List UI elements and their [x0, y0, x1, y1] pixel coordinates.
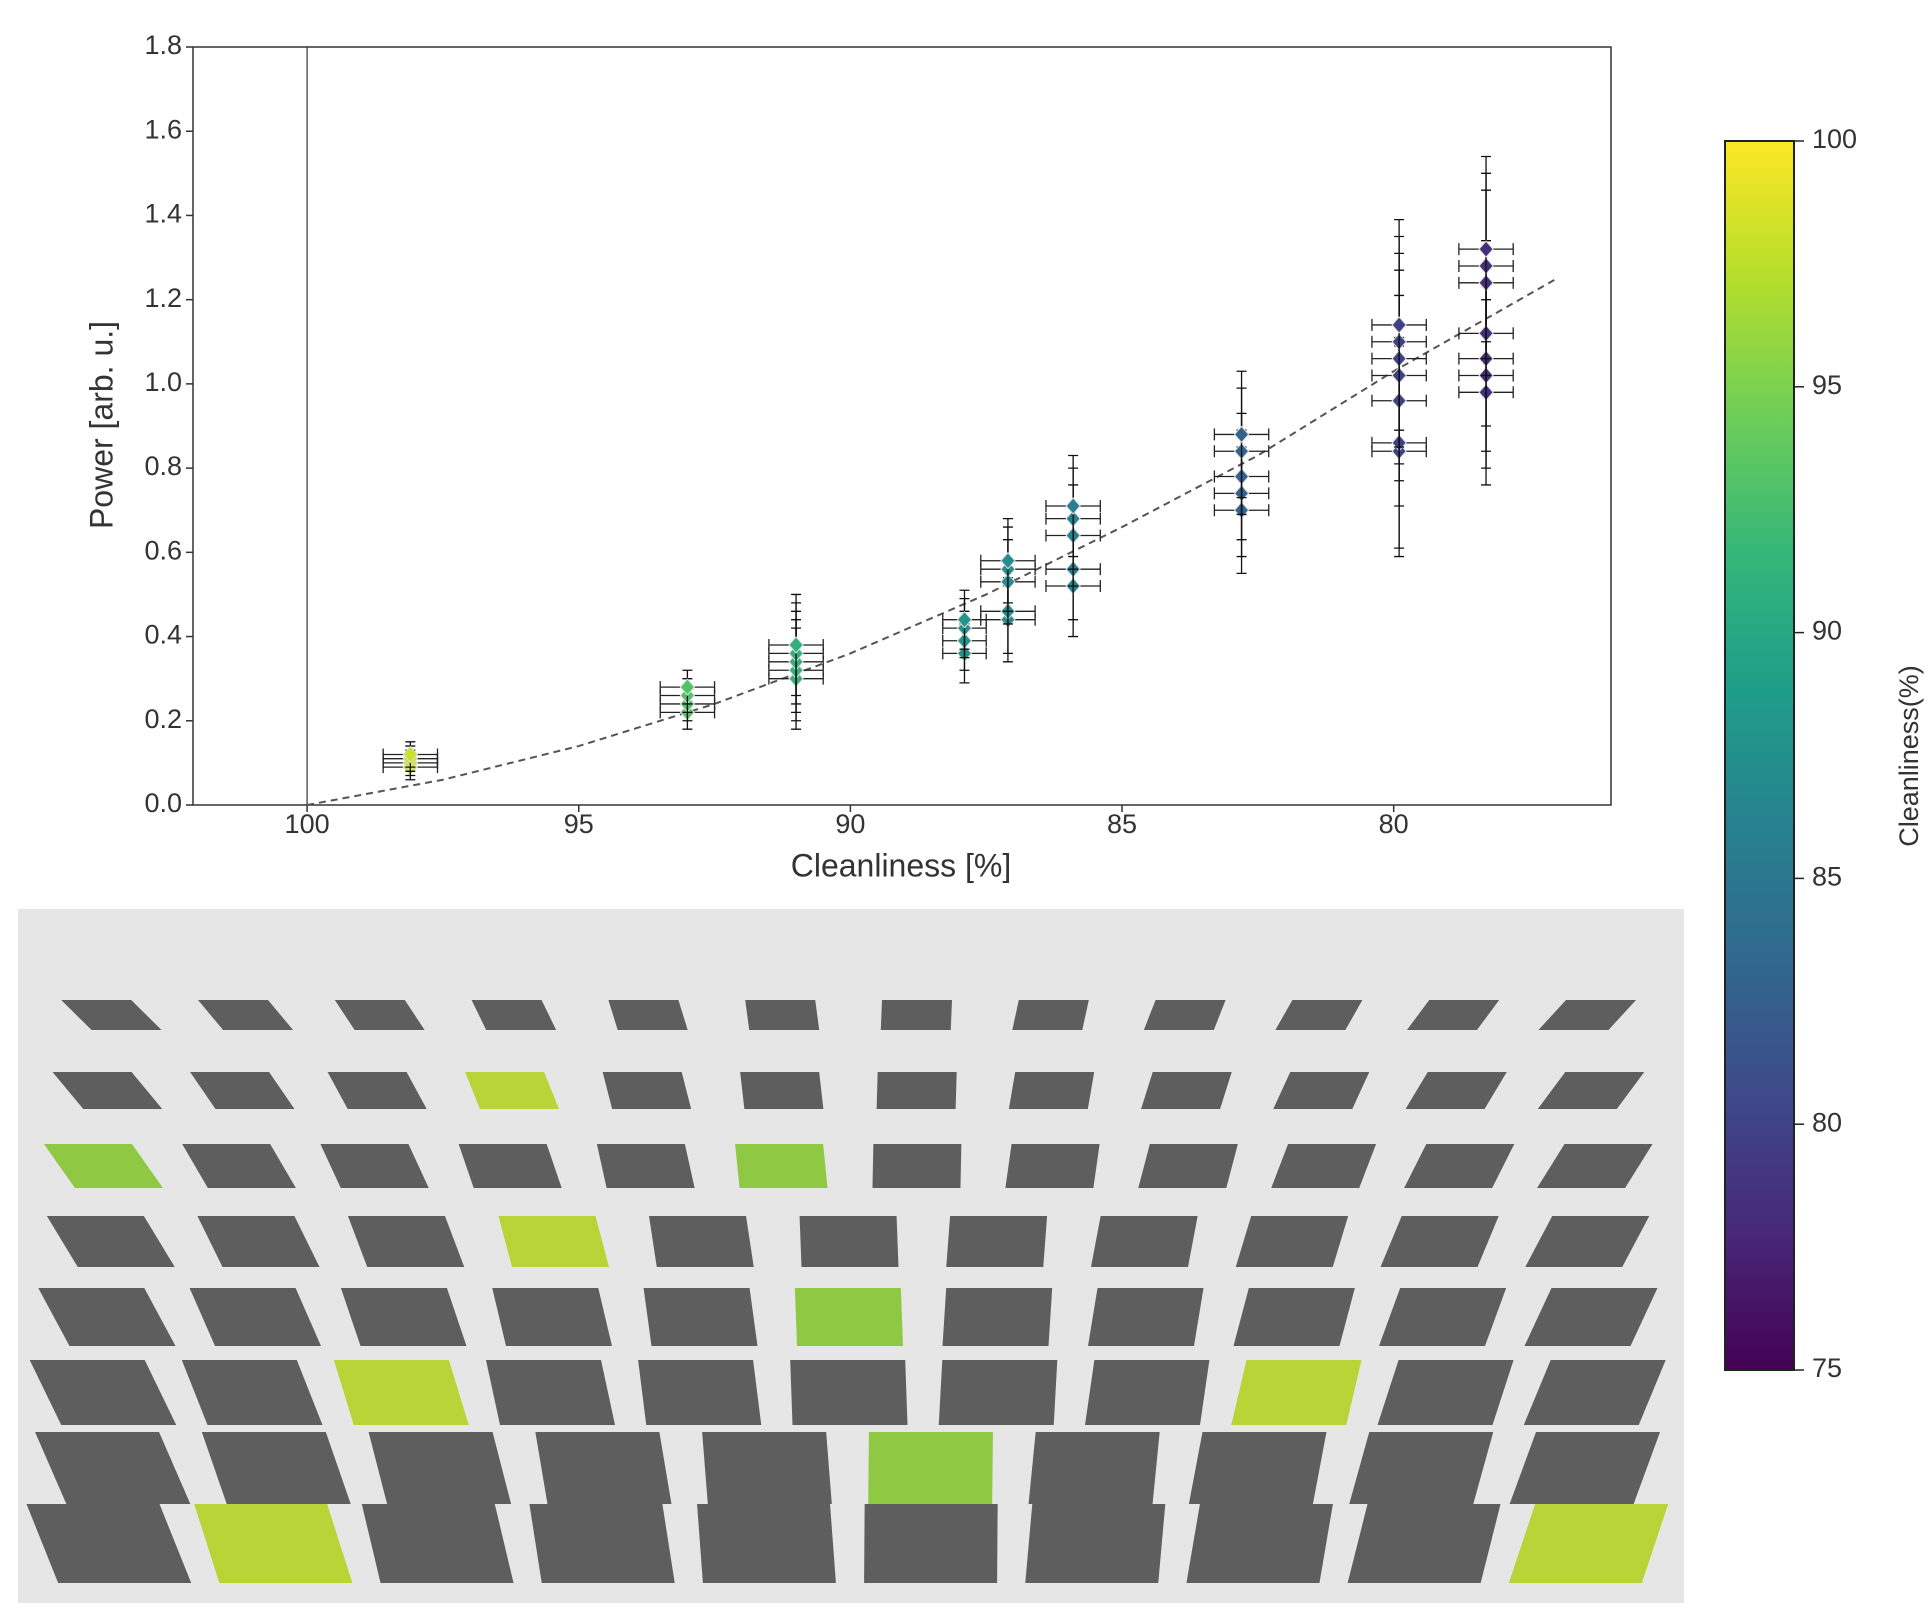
solar-panel — [535, 1432, 671, 1504]
x-tick-label: 95 — [564, 809, 594, 839]
solar-panel — [492, 1288, 612, 1346]
solar-panel — [1271, 1144, 1376, 1188]
data-point — [1235, 426, 1249, 442]
solar-panel — [702, 1432, 832, 1504]
solar-panel — [740, 1072, 823, 1109]
solar-panel — [1231, 1360, 1361, 1425]
solar-panel — [1234, 1288, 1355, 1346]
solar-panel — [1085, 1360, 1209, 1425]
solar-panel — [1012, 1000, 1088, 1030]
solar-panel — [202, 1432, 351, 1504]
x-tick-label: 80 — [1379, 809, 1409, 839]
solar-panel — [1189, 1432, 1327, 1504]
solar-panel — [872, 1144, 961, 1188]
solar-panel — [790, 1360, 907, 1425]
x-tick-label: 85 — [1107, 809, 1137, 839]
solar-panel — [644, 1288, 758, 1346]
colorbar — [1725, 141, 1794, 1370]
solar-panel — [1186, 1504, 1332, 1583]
colorbar-label: Cleanliness(%) — [1894, 665, 1924, 847]
solar-panel — [472, 1000, 557, 1030]
solar-panel — [1025, 1504, 1165, 1583]
x-tick-label: 90 — [835, 809, 865, 839]
solar-panel — [1091, 1216, 1198, 1267]
solar-panel — [529, 1504, 674, 1583]
solar-panel — [334, 1360, 469, 1425]
solar-panel — [881, 1000, 952, 1030]
solar-panel — [1510, 1432, 1660, 1504]
y-tick-label: 0.8 — [144, 451, 182, 481]
colorbar-tick-label: 90 — [1812, 616, 1842, 646]
y-tick-label: 0.6 — [144, 535, 182, 565]
solar-panel — [597, 1144, 695, 1188]
solar-panel — [877, 1072, 957, 1109]
solar-panel — [1509, 1504, 1668, 1583]
solar-panel — [1138, 1144, 1238, 1188]
solar-panel — [369, 1432, 512, 1504]
solar-panel — [649, 1216, 754, 1267]
data-point — [1066, 498, 1080, 514]
solar-panel — [697, 1504, 836, 1583]
solar-panel — [638, 1360, 761, 1425]
solar-panel — [1009, 1072, 1094, 1109]
solar-panel — [608, 1000, 687, 1030]
solar-panel — [459, 1144, 562, 1188]
fit-curve — [307, 279, 1557, 805]
x-axis-label: Cleanliness [%] — [791, 847, 1012, 883]
solar-panel — [1378, 1360, 1514, 1425]
solar-panel — [1349, 1432, 1493, 1504]
solar-panel — [1141, 1072, 1232, 1109]
solar-panel — [348, 1216, 464, 1267]
y-tick-label: 1.8 — [144, 30, 182, 60]
solar-panel — [864, 1504, 998, 1583]
solar-panel — [603, 1072, 692, 1109]
solar-panel — [465, 1072, 559, 1109]
solar-panel — [362, 1504, 514, 1583]
solar-panel — [939, 1360, 1058, 1425]
data-point — [1392, 317, 1406, 333]
solar-panel — [735, 1144, 827, 1188]
solar-panel — [1029, 1432, 1160, 1504]
y-tick-label: 1.0 — [144, 367, 182, 397]
solar-panel — [1144, 1000, 1226, 1030]
rooftop-point-cloud — [18, 909, 1684, 1603]
solar-panel — [1088, 1288, 1204, 1346]
solar-panel — [946, 1216, 1047, 1267]
solar-panel — [341, 1288, 467, 1346]
colorbar-tick-label: 100 — [1812, 124, 1857, 154]
colorbar-tick-label: 75 — [1812, 1353, 1842, 1383]
y-tick-label: 1.2 — [144, 283, 182, 313]
solar-panel — [1348, 1504, 1501, 1583]
y-axis-label: Power [arb. u.] — [83, 321, 119, 529]
solar-panel — [194, 1504, 352, 1583]
solar-panel — [745, 1000, 819, 1030]
y-tick-label: 0.2 — [144, 704, 182, 734]
colorbar-tick-label: 80 — [1812, 1107, 1842, 1137]
y-tick-label: 1.6 — [144, 114, 182, 144]
solar-panel — [1236, 1216, 1348, 1267]
x-tick-label: 100 — [285, 809, 330, 839]
data-point — [1479, 241, 1493, 257]
solar-panel — [1005, 1144, 1099, 1188]
solar-panel — [868, 1432, 993, 1504]
colorbar-tick-label: 85 — [1812, 862, 1842, 892]
y-tick-label: 0.4 — [144, 620, 182, 650]
y-tick-label: 1.4 — [144, 199, 182, 229]
solar-panel — [943, 1288, 1053, 1346]
solar-panel — [800, 1216, 899, 1267]
solar-panel — [795, 1288, 903, 1346]
solar-panel — [486, 1360, 615, 1425]
plot-frame — [193, 47, 1611, 805]
colorbar-tick-label: 95 — [1812, 370, 1842, 400]
figure: Cleanliness [%] Power [arb. u.] Cleanlin… — [0, 0, 1927, 1603]
solar-panel — [1379, 1288, 1506, 1346]
solar-panel — [498, 1216, 609, 1267]
y-tick-label: 0.0 — [144, 788, 182, 818]
